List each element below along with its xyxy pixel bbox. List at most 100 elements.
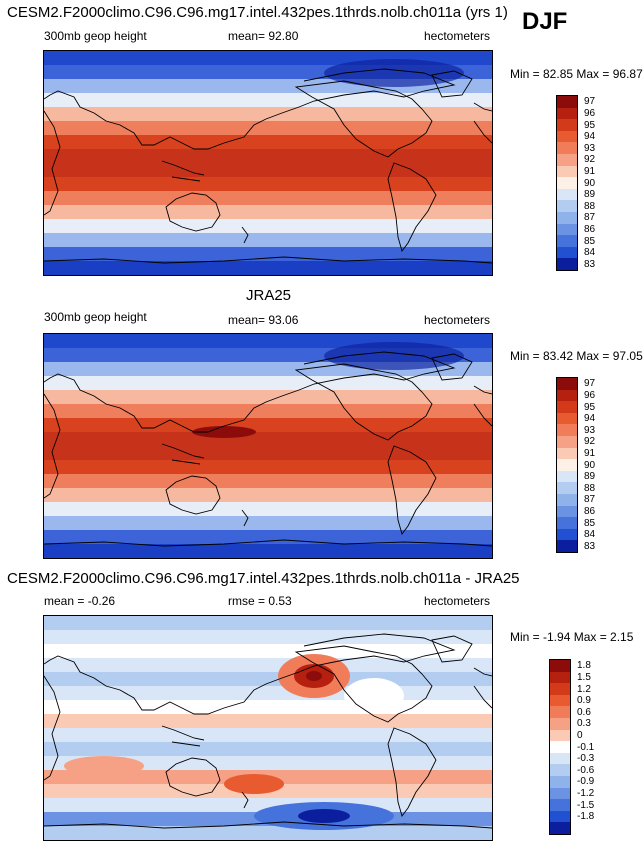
colorbar-tick-label: -1.5 xyxy=(577,799,595,811)
colorbar-segment xyxy=(557,401,577,413)
contour-band xyxy=(44,630,492,645)
colorbar-tick-label: -1.2 xyxy=(577,788,595,799)
contour-band xyxy=(44,219,492,234)
colorbar-segment xyxy=(557,211,577,224)
colorbar-tick-label: -0.3 xyxy=(577,753,595,765)
anomaly-region xyxy=(224,774,284,794)
panel3-minmax-label: Min = -1.94 Max = 2.15 xyxy=(510,630,634,644)
contour-band xyxy=(44,728,492,743)
contour-band xyxy=(44,474,492,489)
colorbar-tick-label: 0.3 xyxy=(577,718,591,730)
coastline xyxy=(431,70,473,98)
colorbar-tick-label: 92 xyxy=(584,436,596,448)
anomaly-region xyxy=(64,756,144,776)
coastline xyxy=(44,256,492,264)
colorbar-tick-label: 96 xyxy=(584,108,596,119)
colorbar-segment xyxy=(550,787,570,800)
colorbar-tick-label: -0.1 xyxy=(577,741,595,753)
colorbar-segment xyxy=(557,412,577,425)
colorbar-segment xyxy=(550,764,570,776)
colorbar-tick-label: 91 xyxy=(584,448,596,459)
colorbar-tick-label: 84 xyxy=(584,529,596,541)
colorbar-tick-label: 95 xyxy=(584,119,596,131)
colorbar-segment xyxy=(550,741,570,753)
colorbar-tick-label: 88 xyxy=(584,482,596,494)
coastline xyxy=(44,351,456,433)
colorbar-segment xyxy=(550,775,570,788)
contour-band xyxy=(44,247,492,262)
coastline xyxy=(161,443,205,465)
contour-band xyxy=(44,191,492,206)
coastline xyxy=(387,727,437,817)
panel2-variable-label: 300mb geop height xyxy=(44,310,147,324)
colorbar-tick-label: 96 xyxy=(584,390,596,401)
coastline xyxy=(431,635,473,663)
colorbar-tick-label: -0.6 xyxy=(577,764,595,776)
colorbar-tick-label: 85 xyxy=(584,517,596,529)
colorbar-tick-label: 0.9 xyxy=(577,695,591,707)
coastline xyxy=(387,445,437,535)
panel3-units-label: hectometers xyxy=(424,594,491,608)
colorbar-segment xyxy=(550,799,570,811)
colorbar-segment xyxy=(550,717,570,730)
panel2-colorbar xyxy=(556,377,578,553)
colorbar-segment xyxy=(550,752,570,765)
colorbar-segment xyxy=(557,447,577,460)
contour-band xyxy=(44,404,492,419)
colorbar-segment xyxy=(557,389,577,402)
colorbar-segment xyxy=(557,107,577,120)
map-canvas xyxy=(44,616,492,840)
coastline xyxy=(161,160,205,182)
colorbar-tick-label: 86 xyxy=(584,224,596,235)
colorbar-segment xyxy=(557,505,577,518)
contour-band xyxy=(44,516,492,531)
high-height-region xyxy=(192,426,256,438)
colorbar-segment xyxy=(557,482,577,494)
panel3-rmse-label: rmse = 0.53 xyxy=(228,594,292,608)
colorbar-segment xyxy=(557,540,577,552)
coastline xyxy=(165,192,221,232)
contour-band xyxy=(44,756,492,771)
coastline xyxy=(294,80,433,158)
coastline xyxy=(294,363,433,441)
colorbar-segment xyxy=(557,378,577,390)
colorbar-segment xyxy=(557,119,577,131)
colorbar-tick-label: -1.8 xyxy=(577,811,595,823)
colorbar-tick-label: 93 xyxy=(584,424,596,436)
colorbar-segment xyxy=(557,258,577,270)
coastline xyxy=(241,226,249,244)
colorbar-segment xyxy=(550,683,570,695)
contour-band xyxy=(44,205,492,220)
colorbar-tick-label: 89 xyxy=(584,189,596,201)
coastline xyxy=(44,68,456,150)
coastline xyxy=(161,725,205,747)
colorbar-tick-label: 95 xyxy=(584,401,596,413)
colorbar-segment xyxy=(550,671,570,684)
colorbar-tick-label: 85 xyxy=(584,235,596,247)
coastline xyxy=(44,821,492,829)
contour-band xyxy=(44,488,492,503)
colorbar-tick-label: 83 xyxy=(584,540,596,552)
colorbar-segment xyxy=(557,459,577,471)
colorbar-segment xyxy=(557,470,577,483)
contour-band xyxy=(44,446,492,461)
colorbar-segment xyxy=(550,694,570,707)
colorbar-segment xyxy=(557,153,577,166)
contour-band xyxy=(44,672,492,687)
low-height-region xyxy=(324,342,464,370)
coastline xyxy=(387,162,437,252)
coastline xyxy=(473,385,492,427)
coastline xyxy=(473,102,492,144)
panel1-minmax-label: Min = 82.85 Max = 96.87 xyxy=(510,67,643,81)
colorbar-segment xyxy=(557,177,577,189)
colorbar-tick-label: 84 xyxy=(584,247,596,259)
panel3-colorbar xyxy=(549,659,571,835)
colorbar-tick-label: 86 xyxy=(584,506,596,517)
contour-band xyxy=(44,530,492,545)
panel1-colorbar xyxy=(556,95,578,271)
anomaly-region xyxy=(344,678,404,714)
coastline xyxy=(44,110,61,216)
colorbar-tick-label: 0.6 xyxy=(577,706,591,718)
contour-band xyxy=(44,177,492,192)
contour-band xyxy=(44,233,492,248)
